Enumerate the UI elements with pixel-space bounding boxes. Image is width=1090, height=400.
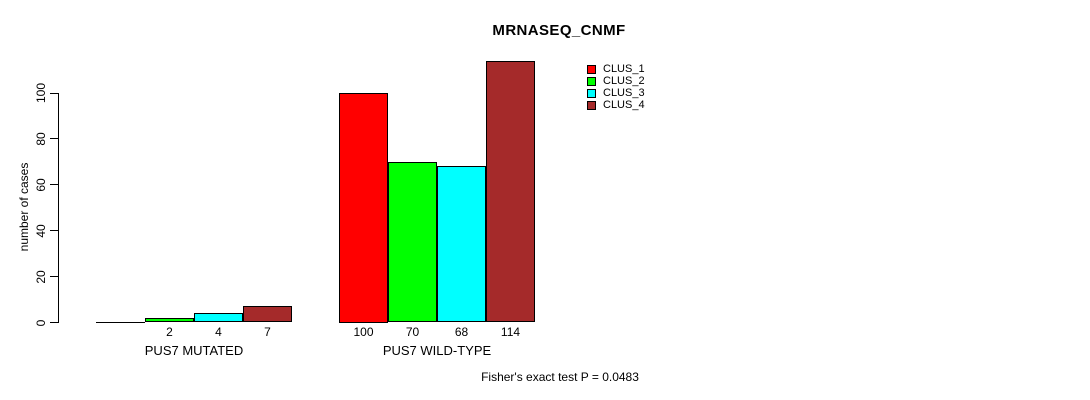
y-axis-tick (50, 92, 58, 94)
y-axis-tick-label: 0 (34, 319, 48, 326)
bar-clus_3-group2 (437, 166, 486, 323)
bar-clus_2-group1 (145, 317, 194, 323)
legend-item-clus_4: CLUS_4 (587, 99, 645, 111)
legend-label: CLUS_4 (603, 99, 645, 111)
y-axis-tick (50, 184, 58, 186)
group-label-1: PUS7 MUTATED (144, 343, 244, 358)
y-axis-tick-label: 20 (34, 269, 48, 284)
y-axis-tick-label: 100 (34, 82, 48, 104)
y-axis-tick-label: 60 (34, 178, 48, 192)
bar-clus_4-group1 (243, 306, 292, 323)
bar-value-label: 70 (405, 325, 420, 339)
legend-swatch-clus_4 (587, 100, 596, 110)
legend-swatch-clus_1 (587, 64, 596, 74)
bar-clus_1-group2 (339, 93, 388, 323)
y-axis-line (58, 92, 59, 323)
bar-clus_1-group1-zero (96, 321, 145, 323)
bar-value-label: 2 (166, 325, 173, 339)
bar-value-label: 7 (264, 325, 271, 339)
y-axis-title: number of cases (17, 162, 31, 252)
bar-clus_3-group1 (194, 313, 243, 323)
y-axis-tick-label: 40 (34, 224, 48, 238)
legend-item-clus_2: CLUS_2 (587, 75, 645, 87)
legend-label: CLUS_3 (603, 87, 645, 99)
legend-label: CLUS_1 (603, 63, 645, 75)
bar-value-label: 100 (353, 325, 374, 339)
fisher-test-note: Fisher's exact test P = 0.0483 (481, 370, 639, 384)
y-axis-tick-label: 80 (34, 132, 48, 146)
bar-clus_4-group2 (486, 60, 535, 323)
bar-value-label: 114 (500, 325, 521, 339)
y-axis-tick (50, 230, 58, 232)
legend: CLUS_1 CLUS_2 CLUS_3 CLUS_4 (587, 63, 645, 111)
legend-swatch-clus_2 (587, 76, 596, 86)
chart-title: MRNASEQ_CNMF (492, 22, 626, 39)
bar-value-label: 68 (454, 325, 469, 339)
bar-value-label: 4 (215, 325, 222, 339)
legend-item-clus_3: CLUS_3 (587, 87, 645, 99)
legend-item-clus_1: CLUS_1 (587, 63, 645, 75)
legend-label: CLUS_2 (603, 75, 645, 87)
group-label-2: PUS7 WILD-TYPE (382, 343, 492, 358)
y-axis-tick (50, 138, 58, 140)
y-axis-tick (50, 322, 58, 323)
legend-swatch-clus_3 (587, 88, 596, 98)
y-axis-tick (50, 276, 58, 278)
bar-clus_2-group2 (388, 161, 437, 323)
